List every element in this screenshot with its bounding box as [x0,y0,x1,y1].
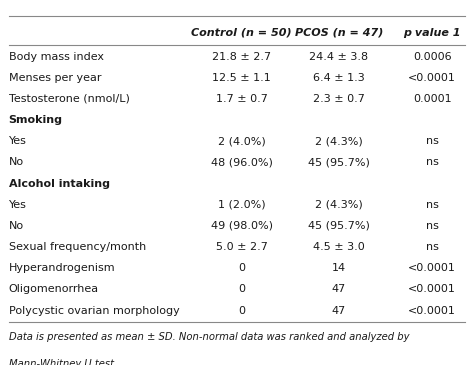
Text: 2.3 ± 0.7: 2.3 ± 0.7 [313,94,365,104]
Text: Alcohol intaking: Alcohol intaking [9,178,109,189]
Text: <0.0001: <0.0001 [408,306,456,316]
Text: Yes: Yes [9,136,27,146]
Text: 49 (98.0%): 49 (98.0%) [211,221,273,231]
Text: 0: 0 [238,263,245,273]
Text: 48 (96.0%): 48 (96.0%) [211,157,273,168]
Text: ns: ns [426,242,439,252]
Text: 21.8 ± 2.7: 21.8 ± 2.7 [212,51,271,62]
Text: No: No [9,157,24,168]
Text: 1 (2.0%): 1 (2.0%) [218,200,265,210]
Text: 0.0006: 0.0006 [413,51,452,62]
Text: Mann-Whitney U test.: Mann-Whitney U test. [9,359,117,365]
Text: 5.0 ± 2.7: 5.0 ± 2.7 [216,242,268,252]
Text: No: No [9,221,24,231]
Text: Data is presented as mean ± SD. Non-normal data was ranked and analyzed by: Data is presented as mean ± SD. Non-norm… [9,332,409,342]
Text: Hyperandrogenism: Hyperandrogenism [9,263,115,273]
Text: Control (n = 50): Control (n = 50) [191,28,292,38]
Text: Yes: Yes [9,200,27,210]
Text: ns: ns [426,200,439,210]
Text: ns: ns [426,157,439,168]
Text: Body mass index: Body mass index [9,51,103,62]
Text: Testosterone (nmol/L): Testosterone (nmol/L) [9,94,129,104]
Text: 47: 47 [332,306,346,316]
Text: <0.0001: <0.0001 [408,73,456,83]
Text: 0: 0 [238,306,245,316]
Text: 4.5 ± 3.0: 4.5 ± 3.0 [313,242,365,252]
Text: ns: ns [426,221,439,231]
Text: 45 (95.7%): 45 (95.7%) [308,221,370,231]
Text: 2 (4.3%): 2 (4.3%) [315,200,363,210]
Text: Menses per year: Menses per year [9,73,101,83]
Text: 2 (4.3%): 2 (4.3%) [315,136,363,146]
Text: ns: ns [426,136,439,146]
Text: Sexual frequency/month: Sexual frequency/month [9,242,146,252]
Text: 2 (4.0%): 2 (4.0%) [218,136,265,146]
Text: PCOS (n = 47): PCOS (n = 47) [295,28,383,38]
Text: 14: 14 [332,263,346,273]
Text: <0.0001: <0.0001 [408,284,456,295]
Text: 47: 47 [332,284,346,295]
Text: p value 1: p value 1 [403,28,461,38]
Text: 6.4 ± 1.3: 6.4 ± 1.3 [313,73,365,83]
Text: 12.5 ± 1.1: 12.5 ± 1.1 [212,73,271,83]
Text: Polycystic ovarian morphology: Polycystic ovarian morphology [9,306,179,316]
Text: 1.7 ± 0.7: 1.7 ± 0.7 [216,94,268,104]
Text: 0.0001: 0.0001 [413,94,452,104]
Text: <0.0001: <0.0001 [408,263,456,273]
Text: Oligomenorrhea: Oligomenorrhea [9,284,99,295]
Text: 0: 0 [238,284,245,295]
Text: 45 (95.7%): 45 (95.7%) [308,157,370,168]
Text: 24.4 ± 3.8: 24.4 ± 3.8 [310,51,368,62]
Text: Smoking: Smoking [9,115,63,125]
